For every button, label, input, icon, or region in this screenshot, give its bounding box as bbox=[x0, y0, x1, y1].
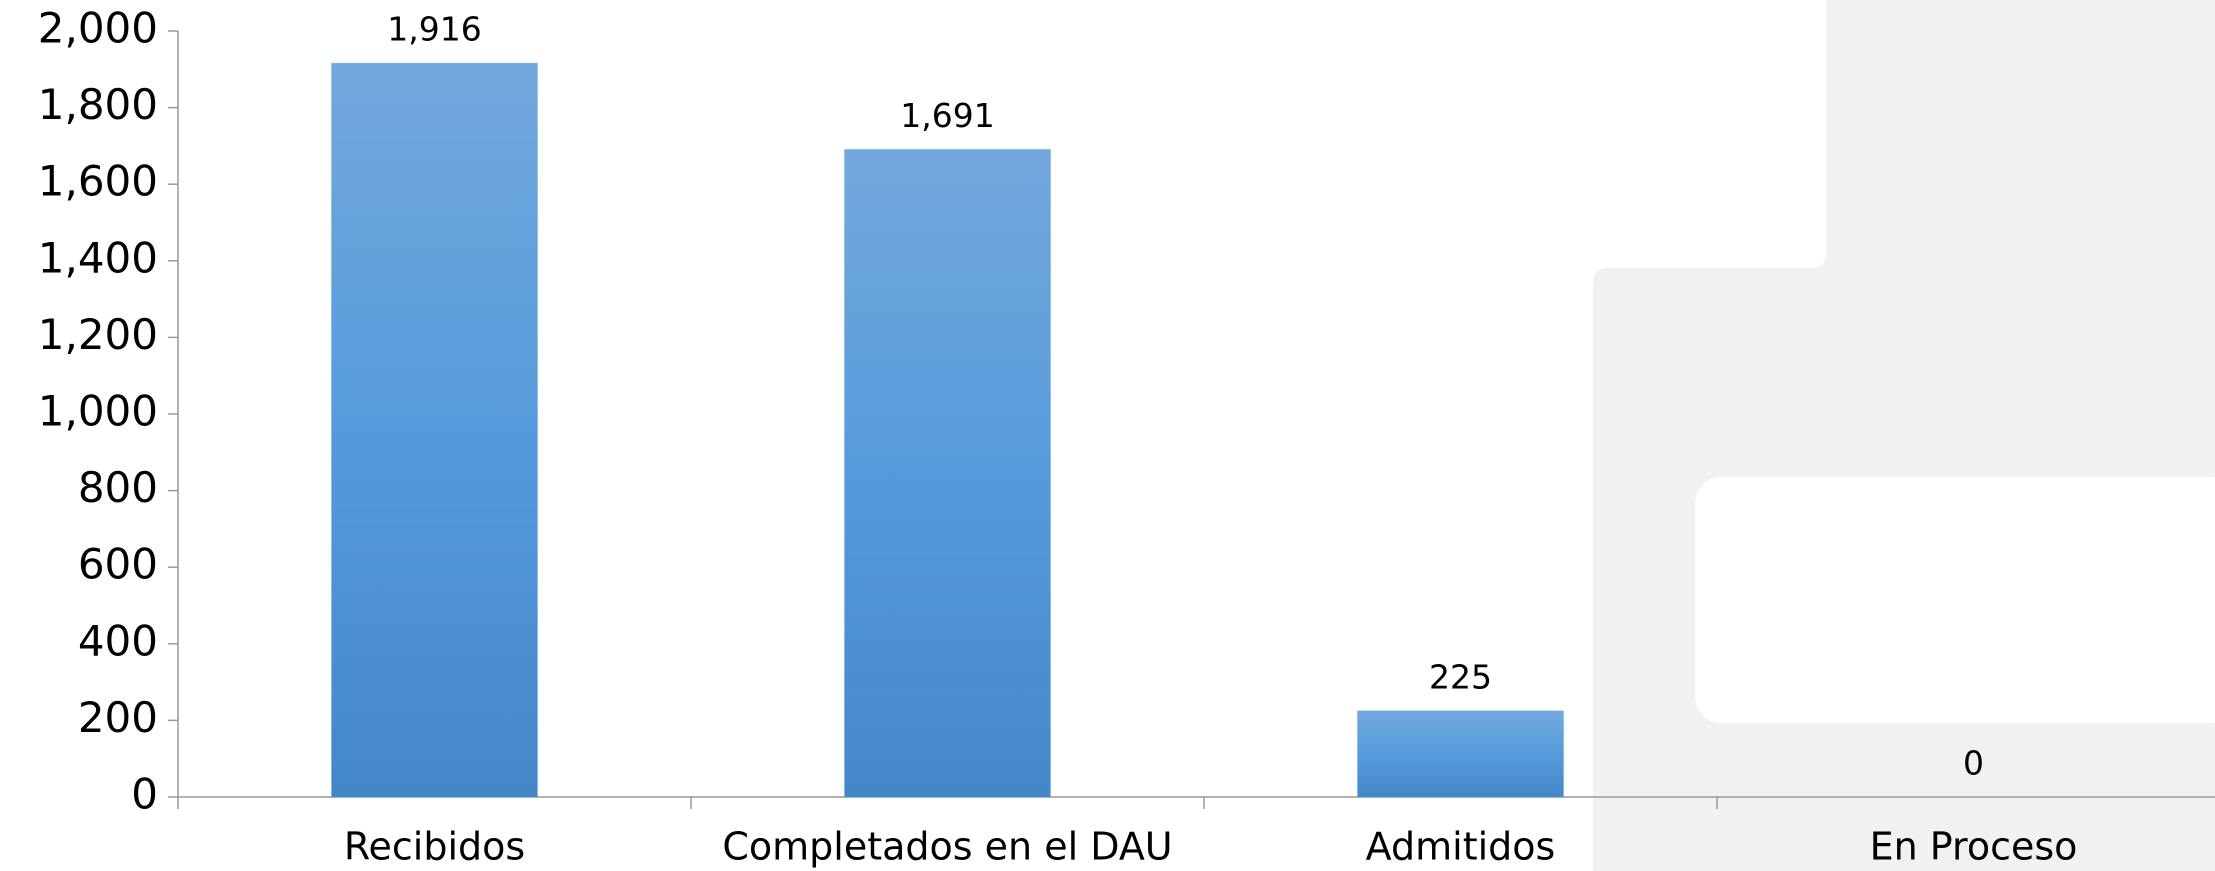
y-tick-label: 1,800 bbox=[38, 80, 158, 129]
y-tick-label: 1,000 bbox=[38, 387, 158, 436]
y-tick-label: 1,600 bbox=[38, 157, 158, 206]
x-tick-label: Recibidos bbox=[344, 825, 525, 869]
y-tick-label: 2,000 bbox=[38, 4, 158, 53]
bar bbox=[844, 148, 1051, 798]
bar bbox=[331, 62, 538, 798]
x-tick-label: Completados en el DAU bbox=[722, 825, 1172, 869]
y-tick-label: 800 bbox=[78, 463, 158, 512]
bar bbox=[1357, 710, 1564, 798]
y-tick-label: 1,400 bbox=[38, 233, 158, 282]
data-label: 225 bbox=[1429, 657, 1492, 696]
data-label: 1,916 bbox=[387, 10, 481, 49]
background-card bbox=[1695, 477, 2215, 723]
y-tick-label: 400 bbox=[78, 616, 158, 665]
background-panel bbox=[1593, 0, 2215, 871]
data-label: 0 bbox=[1963, 744, 1984, 783]
x-tick-label: En Proceso bbox=[1870, 825, 2078, 869]
y-tick-label: 600 bbox=[78, 540, 158, 589]
y-tick-label: 0 bbox=[131, 770, 158, 819]
x-tick-label: Admitidos bbox=[1366, 825, 1556, 869]
plot-area: 0 200 400 600 800 1,000 1,200 1,400 1,600 1,800 2,… bbox=[38, 4, 2215, 869]
data-label: 1,691 bbox=[900, 96, 994, 135]
y-tick-label: 200 bbox=[78, 693, 158, 742]
y-tick-label: 1,200 bbox=[38, 310, 158, 359]
